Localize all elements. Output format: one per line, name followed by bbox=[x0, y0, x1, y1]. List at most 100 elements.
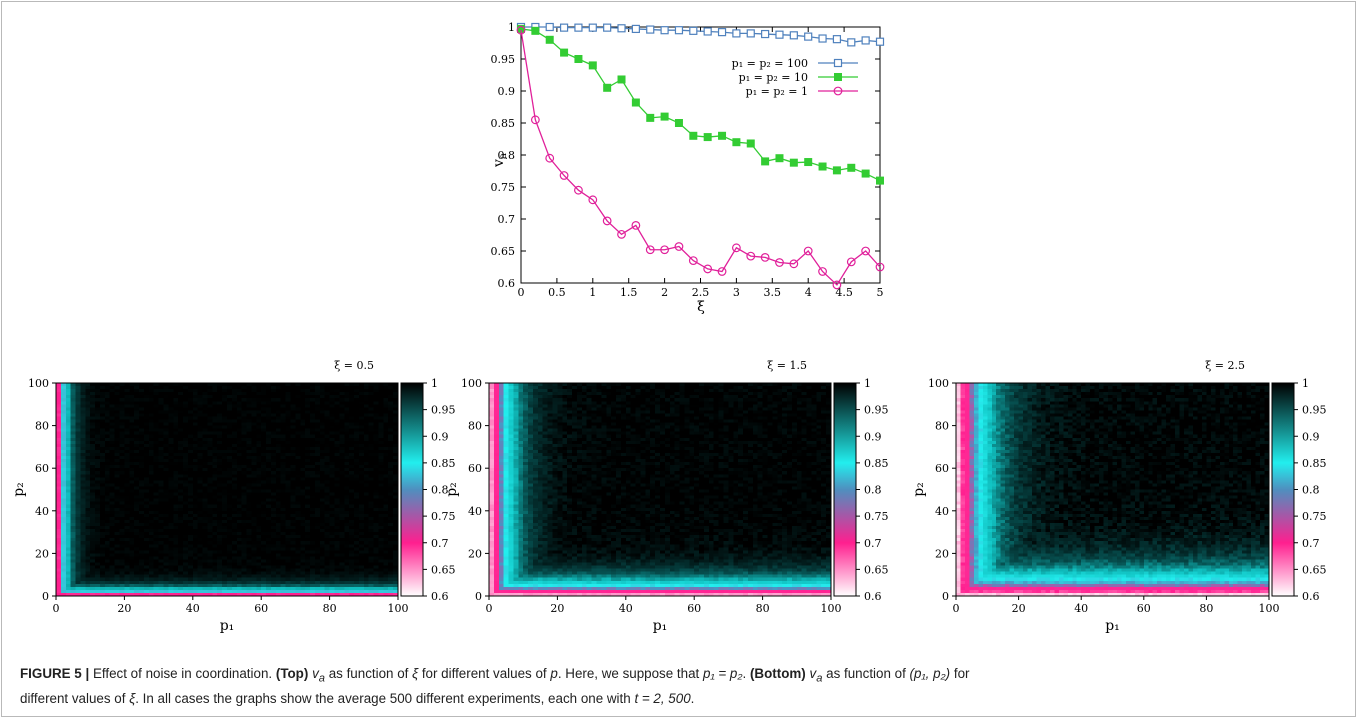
heatmap-cell bbox=[202, 431, 208, 436]
heatmap-cell bbox=[222, 413, 228, 417]
heatmap-cell bbox=[197, 468, 203, 472]
heatmap-cell bbox=[153, 522, 159, 527]
heatmap-cell bbox=[270, 446, 277, 451]
heatmap-cell bbox=[270, 480, 277, 484]
heatmap-cell bbox=[207, 513, 213, 518]
heatmap-cell bbox=[178, 452, 184, 457]
heatmap-cell bbox=[187, 434, 194, 439]
heatmap-cell bbox=[217, 562, 223, 566]
heatmap-cell bbox=[300, 419, 306, 423]
heatmap-cell bbox=[109, 574, 116, 579]
heatmap-cell bbox=[85, 556, 91, 560]
heatmap-cell bbox=[168, 583, 174, 588]
heatmap-cell bbox=[334, 580, 340, 585]
heatmap-cell bbox=[148, 550, 155, 554]
heatmap-cell bbox=[310, 547, 316, 551]
heatmap-cell bbox=[339, 428, 345, 433]
heatmap-cell bbox=[168, 562, 174, 566]
heatmap-cell bbox=[134, 535, 140, 539]
heatmap-cell bbox=[192, 407, 199, 411]
heatmap-cell bbox=[222, 583, 228, 588]
heatmap-cell bbox=[368, 462, 374, 466]
heatmap-cell bbox=[104, 532, 111, 536]
heatmap-cell bbox=[134, 538, 140, 542]
heatmap-cell bbox=[314, 504, 321, 509]
heatmap-cell bbox=[388, 416, 394, 420]
heatmap-cell bbox=[187, 516, 194, 521]
data-point bbox=[588, 61, 597, 70]
heatmap-cell bbox=[290, 452, 296, 457]
heatmap-cell bbox=[261, 416, 267, 420]
heatmap-cell bbox=[187, 589, 194, 594]
heatmap-cell bbox=[124, 529, 130, 533]
heatmap-cell bbox=[95, 407, 101, 411]
heatmap-cell bbox=[363, 459, 370, 463]
heatmap-cell bbox=[109, 395, 116, 399]
heatmap-cell bbox=[261, 425, 267, 430]
heatmap-cell bbox=[324, 395, 330, 399]
heatmap-cell bbox=[310, 544, 316, 548]
heatmap-cell bbox=[119, 529, 125, 533]
heatmap-cell bbox=[207, 410, 213, 414]
heatmap-cell bbox=[197, 495, 203, 500]
heatmap-cell bbox=[60, 544, 67, 548]
heatmap-cell bbox=[231, 443, 238, 448]
heatmap-cell bbox=[222, 443, 228, 448]
heatmap-cell bbox=[231, 386, 238, 390]
heatmap-cell bbox=[261, 449, 267, 454]
heatmap-cell bbox=[251, 565, 257, 570]
heatmap-cell bbox=[70, 571, 76, 576]
heatmap-cell bbox=[222, 459, 228, 463]
heatmap-cell bbox=[163, 431, 169, 436]
heatmap-cell bbox=[222, 431, 228, 436]
heatmap-cell bbox=[178, 428, 184, 433]
heatmap-cell bbox=[104, 510, 111, 515]
heatmap-cell bbox=[104, 522, 111, 527]
heatmap-cell bbox=[90, 504, 96, 509]
heatmap-cell bbox=[75, 486, 81, 490]
heatmap-cell bbox=[99, 516, 106, 521]
heatmap-cell bbox=[339, 480, 345, 484]
heatmap-cell bbox=[187, 465, 194, 469]
heatmap-cell bbox=[187, 529, 194, 533]
heatmap-cell bbox=[202, 580, 208, 585]
heatmap-cell bbox=[202, 526, 208, 530]
heatmap-cell bbox=[158, 468, 164, 472]
heatmap-cell bbox=[153, 407, 159, 411]
heatmap-cell bbox=[373, 571, 379, 576]
heatmap-cell bbox=[109, 589, 116, 594]
heatmap-cell bbox=[163, 425, 169, 430]
heatmap-cell bbox=[383, 583, 389, 588]
heatmap-cell bbox=[65, 495, 72, 500]
heatmap-cell bbox=[295, 383, 301, 387]
heatmap-cell bbox=[65, 574, 72, 579]
heatmap-cell bbox=[241, 480, 247, 484]
heatmap-cell bbox=[178, 483, 184, 487]
heatmap-cell bbox=[217, 526, 223, 530]
heatmap-cell bbox=[344, 407, 350, 411]
heatmap-cell bbox=[85, 416, 91, 420]
heatmap-cell bbox=[114, 501, 120, 506]
heatmap-cell bbox=[178, 425, 184, 430]
heatmap-cell bbox=[241, 504, 247, 509]
heatmap-cell bbox=[358, 586, 365, 591]
heatmap-cell bbox=[134, 547, 140, 551]
heatmap-cell bbox=[148, 434, 155, 439]
heatmap-cell bbox=[114, 389, 120, 393]
heatmap-cell bbox=[236, 571, 243, 576]
heatmap-cell bbox=[90, 586, 96, 591]
heatmap-cell bbox=[197, 474, 203, 478]
heatmap-cell bbox=[266, 580, 272, 585]
heatmap-cell bbox=[383, 425, 389, 430]
heatmap-cell bbox=[388, 580, 394, 585]
heatmap-cell bbox=[324, 553, 330, 557]
heatmap-cell bbox=[124, 480, 130, 484]
heatmap-cell bbox=[178, 389, 184, 393]
heatmap-cell bbox=[261, 395, 267, 399]
heatmap-cell bbox=[256, 401, 262, 405]
heatmap-cell bbox=[236, 562, 243, 566]
heatmap-cell bbox=[222, 580, 228, 585]
heatmap-cell bbox=[173, 474, 179, 478]
heatmap-cell bbox=[270, 413, 277, 417]
heatmap-cell bbox=[139, 395, 145, 399]
